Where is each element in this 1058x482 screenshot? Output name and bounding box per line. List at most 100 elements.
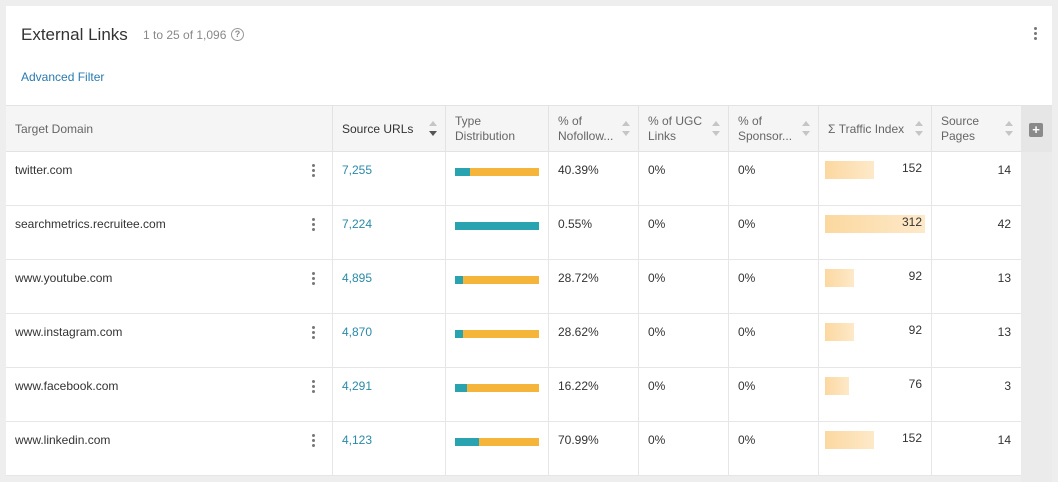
result-count: 1 to 25 of 1,096: [143, 28, 227, 42]
sort-icon[interactable]: [1005, 121, 1013, 137]
table-row: www.facebook.com 4,291 16.22% 0% 0% 76 3: [6, 368, 1021, 422]
column-gutter: [1021, 152, 1052, 482]
row-menu-icon[interactable]: [312, 164, 316, 178]
traffic-index-value: 92: [908, 323, 922, 337]
cell-source-pages: 13: [931, 314, 1021, 368]
sponsored-percent: 0%: [738, 433, 756, 447]
sort-icon[interactable]: [622, 121, 630, 137]
traffic-index-value: 312: [901, 215, 922, 229]
col-nofollow[interactable]: % of Nofollow...: [548, 106, 638, 152]
ugc-percent: 0%: [648, 325, 666, 339]
row-menu-icon[interactable]: [312, 218, 316, 232]
nofollow-percent: 40.39%: [558, 163, 599, 177]
cell-traffic-index: 92: [818, 260, 931, 314]
cell-ugc: 0%: [638, 260, 728, 314]
sort-icon[interactable]: [802, 121, 810, 137]
sort-desc-icon[interactable]: [429, 121, 437, 137]
source-urls-link[interactable]: 4,123: [342, 433, 373, 447]
col-sponsored[interactable]: % of Sponsor...: [728, 106, 818, 152]
col-source-urls[interactable]: Source URLs: [332, 106, 445, 152]
cell-type-distribution: [445, 206, 548, 260]
cell-type-distribution: [445, 368, 548, 422]
cell-source-urls: 4,895: [332, 260, 445, 314]
add-column-icon[interactable]: +: [1029, 123, 1043, 137]
traffic-index-bar: [825, 377, 849, 395]
nofollow-percent: 70.99%: [558, 433, 599, 447]
cell-nofollow: 0.55%: [548, 206, 638, 260]
sponsored-percent: 0%: [738, 163, 756, 177]
cell-ugc: 0%: [638, 422, 728, 476]
row-menu-icon[interactable]: [312, 434, 316, 448]
source-pages-value: 14: [997, 163, 1011, 177]
type-distribution-bar: [455, 222, 539, 230]
col-target-domain[interactable]: Target Domain: [6, 106, 332, 152]
target-domain: www.facebook.com: [15, 379, 119, 393]
cell-ugc: 0%: [638, 368, 728, 422]
type-distribution-bar: [455, 168, 539, 176]
col-type-distribution[interactable]: Type Distribution: [445, 106, 548, 152]
sponsored-percent: 0%: [738, 325, 756, 339]
advanced-filter-link[interactable]: Advanced Filter: [21, 70, 105, 84]
sort-icon[interactable]: [712, 121, 720, 137]
cell-type-distribution: [445, 314, 548, 368]
cell-traffic-index: 312: [818, 206, 931, 260]
nofollow-percent: 0.55%: [558, 217, 593, 231]
traffic-index-bar: [825, 269, 854, 287]
sort-icon[interactable]: [915, 121, 923, 137]
ugc-percent: 0%: [648, 217, 666, 231]
cell-source-urls: 4,123: [332, 422, 445, 476]
cell-source-pages: 3: [931, 368, 1021, 422]
cell-sponsored: 0%: [728, 368, 818, 422]
column-settings: +: [1021, 106, 1052, 153]
row-menu-icon[interactable]: [312, 326, 316, 340]
cell-nofollow: 28.62%: [548, 314, 638, 368]
col-label: Source URLs: [342, 122, 414, 136]
cell-source-urls: 7,255: [332, 152, 445, 206]
cell-sponsored: 0%: [728, 260, 818, 314]
target-domain: twitter.com: [15, 163, 73, 177]
col-label: Target Domain: [15, 122, 94, 136]
help-icon[interactable]: ?: [231, 28, 244, 41]
col-label: % of Nofollow...: [558, 114, 614, 143]
col-ugc[interactable]: % of UGC Links: [638, 106, 728, 152]
traffic-index-value: 152: [901, 431, 922, 445]
table-header: Target Domain Source URLs Type Distributi…: [6, 105, 1052, 153]
cell-ugc: 0%: [638, 152, 728, 206]
row-menu-icon[interactable]: [312, 272, 316, 286]
cell-type-distribution: [445, 422, 548, 476]
col-label: Type Distribution: [455, 114, 516, 143]
type-distribution-bar: [455, 276, 539, 284]
source-pages-value: 13: [997, 325, 1011, 339]
source-pages-value: 14: [997, 433, 1011, 447]
table-row: www.linkedin.com 4,123 70.99% 0% 0% 152 14: [6, 422, 1021, 476]
source-urls-link[interactable]: 4,870: [342, 325, 373, 339]
cell-traffic-index: 152: [818, 152, 931, 206]
cell-traffic-index: 92: [818, 314, 931, 368]
cell-nofollow: 28.72%: [548, 260, 638, 314]
target-domain: www.instagram.com: [15, 325, 123, 339]
target-domain: www.youtube.com: [15, 271, 113, 285]
traffic-index-bar: [825, 161, 874, 179]
source-urls-link[interactable]: 4,895: [342, 271, 373, 285]
type-distribution-bar: [455, 438, 539, 446]
panel-menu-icon[interactable]: [1034, 27, 1038, 41]
source-urls-link[interactable]: 4,291: [342, 379, 373, 393]
col-traffic-index[interactable]: Σ Traffic Index: [818, 106, 931, 152]
source-urls-link[interactable]: 7,224: [342, 217, 373, 231]
target-domain: searchmetrics.recruitee.com: [15, 217, 166, 231]
cell-target-domain: www.linkedin.com: [6, 422, 332, 476]
cell-source-urls: 4,291: [332, 368, 445, 422]
traffic-index-value: 92: [908, 269, 922, 283]
row-menu-icon[interactable]: [312, 380, 316, 394]
col-source-pages[interactable]: Source Pages: [931, 106, 1021, 152]
nofollow-percent: 28.62%: [558, 325, 599, 339]
cell-target-domain: www.youtube.com: [6, 260, 332, 314]
cell-source-pages: 42: [931, 206, 1021, 260]
col-label: % of Sponsor...: [738, 114, 793, 143]
source-urls-link[interactable]: 7,255: [342, 163, 373, 177]
sponsored-percent: 0%: [738, 217, 756, 231]
target-domain: www.linkedin.com: [15, 433, 111, 447]
traffic-index-bar: [825, 323, 854, 341]
traffic-index-bar: [825, 431, 874, 449]
col-label: % of UGC Links: [648, 114, 703, 143]
